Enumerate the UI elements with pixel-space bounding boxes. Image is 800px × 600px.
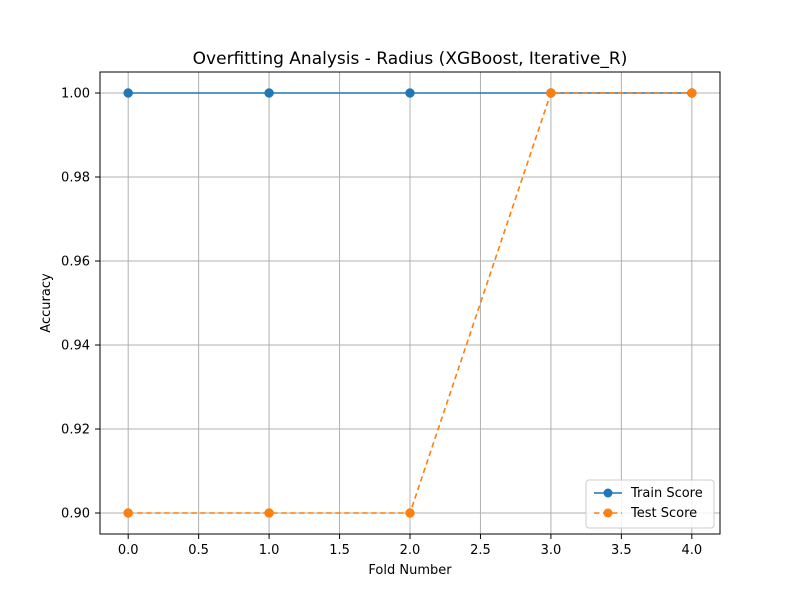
test-score-point bbox=[405, 508, 415, 518]
x-tick-label: 0.5 bbox=[188, 543, 209, 558]
legend: Train Score Test Score bbox=[585, 479, 715, 529]
x-tick-label: 4.0 bbox=[681, 543, 702, 558]
y-tick-label: 1.00 bbox=[61, 87, 90, 102]
axis-ticks: 0.0 0.5 1.0 1.5 2.0 2.5 3.0 3.5 4.0 0.90 0.92 0.94 0… bbox=[61, 87, 702, 559]
test-score-point bbox=[546, 88, 556, 98]
x-tick-label: 1.5 bbox=[329, 543, 350, 558]
y-tick-label: 0.98 bbox=[61, 171, 90, 186]
legend-test-marker bbox=[603, 508, 613, 518]
legend-box bbox=[585, 479, 715, 529]
train-score-point bbox=[264, 88, 274, 98]
y-tick-label: 0.96 bbox=[61, 255, 90, 270]
legend-train-marker bbox=[603, 488, 613, 498]
x-axis-label: Fold Number bbox=[368, 563, 452, 578]
test-score-point bbox=[264, 508, 274, 518]
y-tick-label: 0.90 bbox=[61, 507, 90, 522]
x-tick-label: 1.0 bbox=[259, 543, 280, 558]
x-tick-label: 2.5 bbox=[470, 543, 491, 558]
train-score-point bbox=[123, 88, 133, 98]
y-tick-label: 0.94 bbox=[61, 339, 90, 354]
x-tick-label: 2.0 bbox=[400, 543, 421, 558]
y-axis-label: Accuracy bbox=[39, 273, 54, 333]
legend-train-label: Train Score bbox=[630, 486, 703, 501]
test-score-point bbox=[123, 508, 133, 518]
train-score-point bbox=[405, 88, 415, 98]
test-score-point bbox=[687, 88, 697, 98]
legend-test-label: Test Score bbox=[630, 506, 697, 521]
series-layer bbox=[123, 88, 697, 518]
x-tick-label: 0.0 bbox=[118, 543, 139, 558]
y-tick-label: 0.92 bbox=[61, 423, 90, 438]
x-tick-label: 3.0 bbox=[541, 543, 562, 558]
x-tick-label: 3.5 bbox=[611, 543, 632, 558]
chart-title: Overfitting Analysis - Radius (XGBoost, … bbox=[193, 49, 628, 69]
